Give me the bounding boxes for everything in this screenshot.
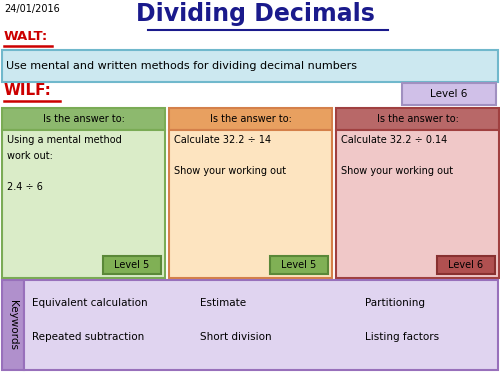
FancyBboxPatch shape — [402, 83, 496, 105]
FancyBboxPatch shape — [2, 130, 165, 278]
Text: Short division: Short division — [200, 332, 272, 342]
FancyBboxPatch shape — [169, 108, 332, 130]
Text: WILF:: WILF: — [4, 83, 52, 98]
Text: Calculate 32.2 ÷ 14

Show your working out: Calculate 32.2 ÷ 14 Show your working ou… — [174, 135, 286, 176]
Text: Level 5: Level 5 — [114, 260, 150, 270]
Text: Is the answer to:: Is the answer to: — [376, 114, 458, 124]
Text: Keywords: Keywords — [8, 300, 18, 350]
Text: Is the answer to:: Is the answer to: — [210, 114, 292, 124]
Text: Calculate 32.2 ÷ 0.14

Show your working out: Calculate 32.2 ÷ 0.14 Show your working … — [341, 135, 453, 176]
FancyBboxPatch shape — [24, 280, 498, 370]
FancyBboxPatch shape — [2, 50, 498, 82]
Text: Level 6: Level 6 — [448, 260, 484, 270]
FancyBboxPatch shape — [336, 130, 499, 278]
Text: Using a mental method
work out:

2.4 ÷ 6: Using a mental method work out: 2.4 ÷ 6 — [7, 135, 122, 192]
FancyBboxPatch shape — [437, 256, 495, 274]
Text: Dividing Decimals: Dividing Decimals — [136, 2, 374, 26]
Text: Use mental and written methods for dividing decimal numbers: Use mental and written methods for divid… — [6, 61, 357, 71]
Text: WALT:: WALT: — [4, 30, 48, 43]
Text: Estimate: Estimate — [200, 298, 246, 308]
FancyBboxPatch shape — [336, 108, 499, 130]
Text: Repeated subtraction: Repeated subtraction — [32, 332, 144, 342]
FancyBboxPatch shape — [169, 130, 332, 278]
Text: Is the answer to:: Is the answer to: — [42, 114, 124, 124]
FancyBboxPatch shape — [2, 108, 165, 130]
Text: 24/01/2016: 24/01/2016 — [4, 4, 60, 14]
Text: Partitioning: Partitioning — [365, 298, 425, 308]
Text: Equivalent calculation: Equivalent calculation — [32, 298, 148, 308]
FancyBboxPatch shape — [2, 280, 24, 370]
FancyBboxPatch shape — [270, 256, 328, 274]
Text: Listing factors: Listing factors — [365, 332, 439, 342]
Text: Level 5: Level 5 — [282, 260, 316, 270]
Text: Level 6: Level 6 — [430, 89, 468, 99]
FancyBboxPatch shape — [103, 256, 161, 274]
